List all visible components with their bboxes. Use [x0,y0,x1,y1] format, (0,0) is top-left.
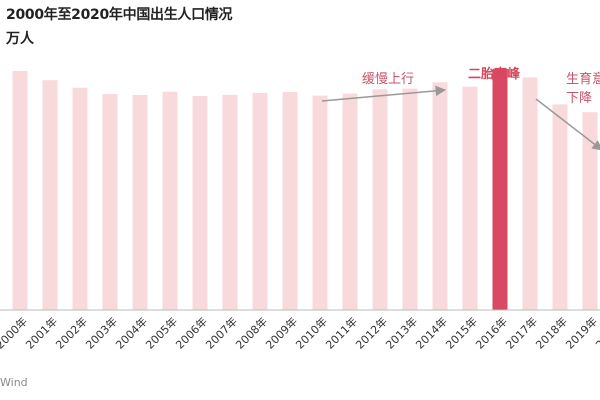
x-tick-label: 2002年 [53,314,90,351]
bar-2002年 [72,87,88,310]
annotation-decline: 下降 [566,91,592,106]
bar-2001年 [42,80,58,310]
x-tick-label: 2017年 [503,314,540,351]
x-tick-label: 2014年 [413,314,450,351]
x-tick-labels: 2000年2001年2002年2003年2004年2005年2006年2007年… [0,314,600,351]
bars-group [12,68,598,311]
x-tick-label: 2001年 [23,314,60,351]
bar-2017年 [522,77,538,311]
bar-2012年 [372,89,388,310]
x-tick-label: 2019年 [563,314,600,351]
source-label: Wind [0,376,28,389]
bar-2019年 [582,112,598,310]
x-tick-label: 2013年 [383,314,420,351]
bar-2007年 [222,94,238,310]
bar-2000年 [12,70,28,311]
x-tick-label: 2007年 [203,314,240,351]
bar-2018年 [552,104,568,311]
x-tick-label: 2009年 [263,314,300,351]
bar-2014年 [432,82,448,310]
x-tick-label: 2016年 [473,314,510,351]
trend-up-arrow [321,85,447,102]
bar-2015年 [462,86,478,310]
x-tick-label: 2018年 [533,314,570,351]
chart-title: 2000年至2020年中国出生人口情况 [6,7,233,23]
x-tick-label: 2006年 [173,314,210,351]
trend-down-arrow [535,98,600,151]
bar-2009年 [282,92,298,310]
x-tick-label: 2004年 [113,314,150,351]
unit-label: 万人 [6,31,34,47]
annotation-second-child-peak: 二胎高峰 [468,66,521,82]
bar-2003年 [102,94,118,310]
x-tick-label: 2015年 [443,314,480,351]
bar-2010年 [312,95,328,310]
x-tick-label: 2011年 [323,314,360,351]
bar-2004年 [132,94,148,311]
x-tick-label: 2005年 [143,314,180,351]
annotation-slow-rise: 缓慢上行 [362,71,414,87]
bar-2011年 [342,93,358,310]
x-tick-label: 2010年 [293,314,330,351]
bar-2016年 [492,68,508,311]
x-tick-label: 2003年 [83,314,120,351]
x-tick-label: 2008年 [233,314,270,351]
bar-2006年 [192,96,208,310]
bar-2013年 [402,88,418,310]
bar-2008年 [252,92,268,311]
bar-2005年 [162,91,178,310]
x-tick-label: 2012年 [353,314,390,351]
annotation-fertility-desire: 生育意愿 [566,71,600,87]
